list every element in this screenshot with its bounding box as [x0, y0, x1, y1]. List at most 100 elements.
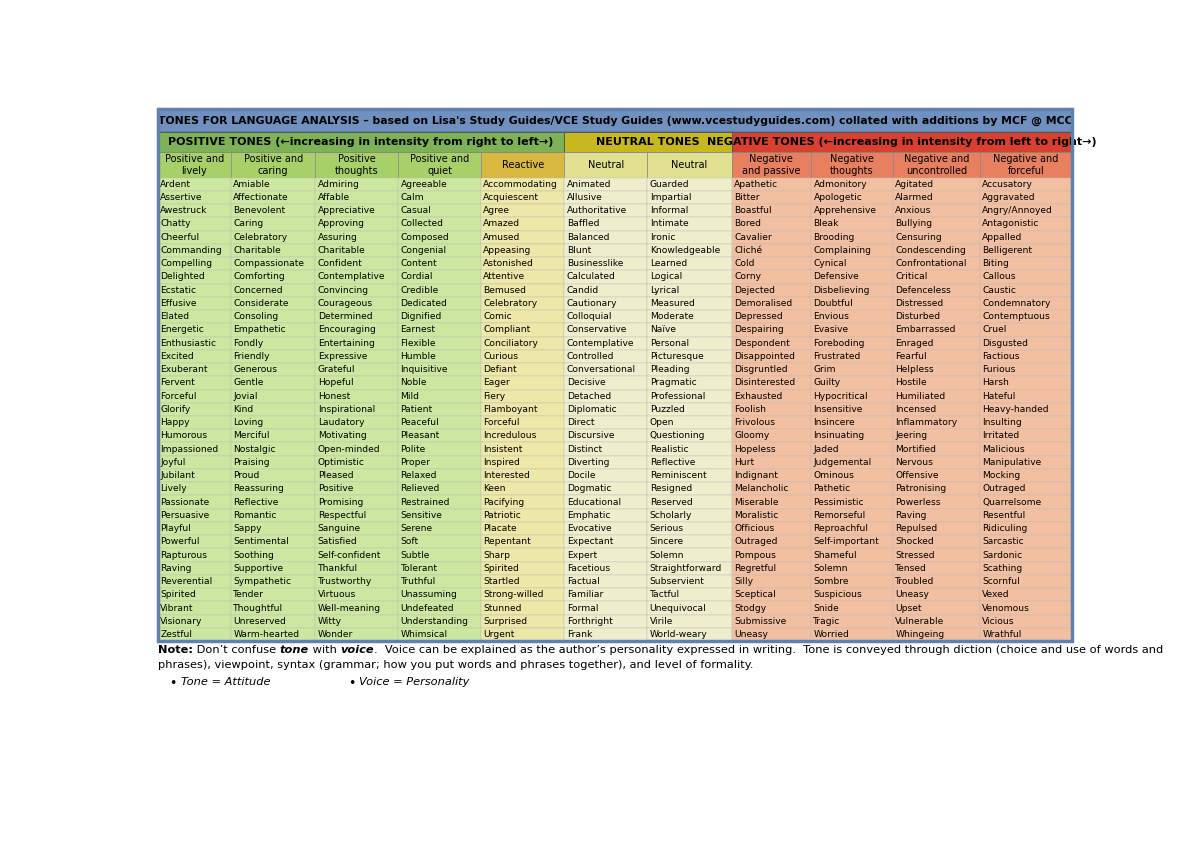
- Bar: [481, 244, 564, 257]
- Bar: [893, 283, 980, 297]
- Text: Remorseful: Remorseful: [814, 510, 865, 520]
- Bar: [230, 495, 316, 509]
- Text: Inquisitive: Inquisitive: [401, 365, 448, 374]
- Bar: [811, 495, 893, 509]
- Bar: [564, 310, 647, 323]
- Text: Unreserved: Unreserved: [233, 616, 287, 626]
- Text: Passionate: Passionate: [161, 498, 210, 506]
- Bar: [811, 297, 893, 310]
- Bar: [481, 455, 564, 469]
- Text: Humorous: Humorous: [161, 432, 208, 440]
- Bar: [811, 469, 893, 483]
- Bar: [157, 561, 230, 575]
- Bar: [732, 628, 811, 641]
- Bar: [481, 549, 564, 561]
- Text: Hateful: Hateful: [983, 392, 1015, 400]
- Text: Celebratory: Celebratory: [484, 299, 538, 308]
- Text: Amiable: Amiable: [233, 180, 271, 189]
- Text: Self-confident: Self-confident: [318, 550, 382, 560]
- Text: Angry/Annoyed: Angry/Annoyed: [983, 206, 1054, 215]
- Text: Venomous: Venomous: [983, 604, 1031, 612]
- Bar: [398, 509, 481, 522]
- Bar: [980, 561, 1073, 575]
- Bar: [230, 204, 316, 217]
- Bar: [732, 509, 811, 522]
- Bar: [230, 152, 316, 177]
- Text: Conservative: Conservative: [566, 326, 628, 334]
- Bar: [564, 615, 647, 628]
- Bar: [481, 575, 564, 589]
- Text: Virile: Virile: [649, 616, 673, 626]
- Bar: [732, 271, 811, 283]
- Bar: [230, 549, 316, 561]
- Bar: [980, 283, 1073, 297]
- Bar: [811, 152, 893, 177]
- Bar: [398, 628, 481, 641]
- Text: Forthright: Forthright: [566, 616, 613, 626]
- Bar: [316, 469, 398, 483]
- Bar: [157, 217, 230, 231]
- Bar: [157, 628, 230, 641]
- Bar: [481, 495, 564, 509]
- Bar: [811, 323, 893, 337]
- Bar: [732, 601, 811, 615]
- Text: Excited: Excited: [161, 352, 194, 361]
- Bar: [647, 363, 732, 377]
- Bar: [647, 549, 732, 561]
- Text: Well-meaning: Well-meaning: [318, 604, 380, 612]
- Text: Submissive: Submissive: [734, 616, 786, 626]
- Text: Biting: Biting: [983, 259, 1009, 268]
- Bar: [157, 601, 230, 615]
- Text: Positive
thoughts: Positive thoughts: [335, 154, 378, 176]
- Bar: [316, 403, 398, 416]
- Bar: [980, 349, 1073, 363]
- Bar: [647, 389, 732, 403]
- Bar: [732, 575, 811, 589]
- Bar: [564, 601, 647, 615]
- Text: Vulnerable: Vulnerable: [895, 616, 944, 626]
- Text: Virtuous: Virtuous: [318, 590, 356, 600]
- Bar: [811, 271, 893, 283]
- Text: Anxious: Anxious: [895, 206, 931, 215]
- Text: Startled: Startled: [484, 577, 520, 586]
- Text: Polite: Polite: [401, 444, 426, 454]
- Bar: [481, 561, 564, 575]
- Bar: [893, 152, 980, 177]
- Bar: [316, 416, 398, 429]
- Bar: [811, 231, 893, 244]
- Text: Cautionary: Cautionary: [566, 299, 618, 308]
- Bar: [157, 132, 564, 152]
- Bar: [647, 152, 732, 177]
- Bar: [811, 522, 893, 535]
- Text: Relaxed: Relaxed: [401, 471, 437, 480]
- Text: Benevolent: Benevolent: [233, 206, 286, 215]
- Bar: [157, 283, 230, 297]
- Text: Brooding: Brooding: [814, 232, 854, 242]
- Bar: [980, 416, 1073, 429]
- Text: Complaining: Complaining: [814, 246, 871, 255]
- Text: Strong-willed: Strong-willed: [484, 590, 544, 600]
- Text: Appeasing: Appeasing: [484, 246, 532, 255]
- Text: Nostalgic: Nostalgic: [233, 444, 276, 454]
- Bar: [811, 217, 893, 231]
- Bar: [893, 231, 980, 244]
- Text: Promising: Promising: [318, 498, 364, 506]
- Bar: [564, 469, 647, 483]
- Text: Agreeable: Agreeable: [401, 180, 448, 189]
- Text: Urgent: Urgent: [484, 630, 515, 639]
- Text: Factual: Factual: [566, 577, 600, 586]
- Text: NEUTRAL TONES: NEUTRAL TONES: [596, 137, 700, 148]
- Text: Peaceful: Peaceful: [401, 418, 439, 427]
- Text: Dogmatic: Dogmatic: [566, 484, 611, 494]
- Bar: [398, 271, 481, 283]
- Text: Fondly: Fondly: [233, 338, 264, 348]
- Text: Calculated: Calculated: [566, 272, 616, 282]
- Bar: [481, 271, 564, 283]
- Text: Controlled: Controlled: [566, 352, 614, 361]
- Text: Guilty: Guilty: [814, 378, 840, 388]
- Text: phrases), viewpoint, syntax (grammar; how you put words and phrases together), a: phrases), viewpoint, syntax (grammar; ho…: [157, 660, 754, 670]
- Text: Knowledgeable: Knowledgeable: [649, 246, 720, 255]
- Bar: [398, 549, 481, 561]
- Text: Insensitive: Insensitive: [814, 404, 863, 414]
- Text: Concerned: Concerned: [233, 286, 283, 294]
